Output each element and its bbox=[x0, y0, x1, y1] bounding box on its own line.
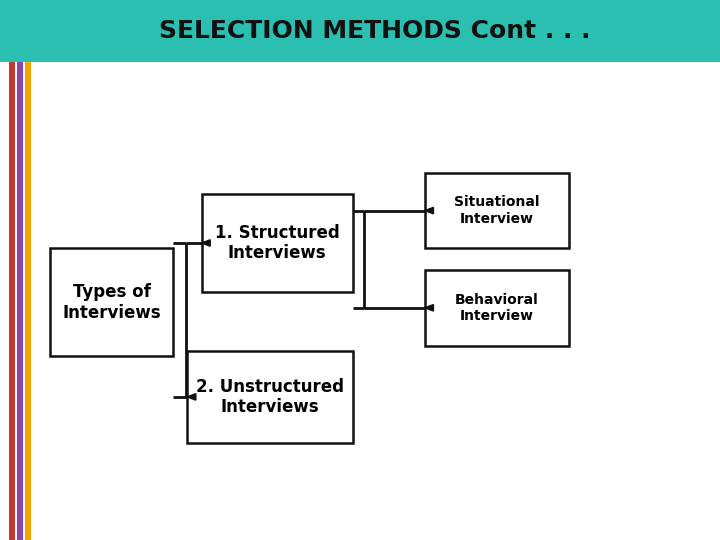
Text: 2. Unstructured
Interviews: 2. Unstructured Interviews bbox=[196, 377, 344, 416]
Text: Types of
Interviews: Types of Interviews bbox=[63, 283, 161, 322]
Text: 1. Structured
Interviews: 1. Structured Interviews bbox=[215, 224, 340, 262]
Polygon shape bbox=[202, 240, 210, 246]
Bar bbox=[187, 351, 353, 443]
Bar bbox=[9, 62, 15, 540]
Bar bbox=[0, 0, 720, 62]
Bar bbox=[25, 62, 31, 540]
Bar bbox=[202, 194, 353, 292]
Bar bbox=[425, 270, 569, 346]
Polygon shape bbox=[425, 207, 433, 214]
Bar bbox=[17, 62, 23, 540]
Text: Situational
Interview: Situational Interview bbox=[454, 195, 539, 226]
Bar bbox=[425, 173, 569, 248]
Polygon shape bbox=[425, 305, 433, 311]
Polygon shape bbox=[187, 394, 196, 400]
Text: SELECTION METHODS Cont . . .: SELECTION METHODS Cont . . . bbox=[158, 19, 590, 43]
Bar bbox=[50, 248, 173, 356]
Text: Behavioral
Interview: Behavioral Interview bbox=[455, 293, 539, 323]
